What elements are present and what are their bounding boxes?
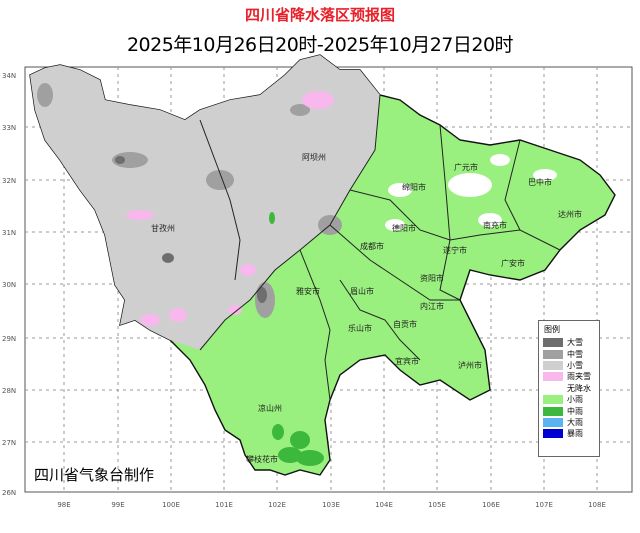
legend-swatch (543, 383, 563, 393)
city-label: 眉山市 (350, 286, 374, 296)
legend-item: 大雨 (543, 417, 599, 428)
city-label: 泸州市 (458, 360, 482, 370)
longitude-label: 106E (482, 501, 500, 509)
legend-label: 暴雨 (567, 429, 583, 439)
legend-item: 暴雨 (543, 428, 599, 439)
longitude-label: 100E (162, 501, 180, 509)
city-label: 南充市 (483, 220, 507, 230)
city-label: 巴中市 (528, 177, 552, 187)
legend-label: 小雪 (567, 360, 583, 370)
longitude-label: 101E (215, 501, 233, 509)
latitude-label: 34N (2, 72, 16, 80)
prefecture-borders (199, 94, 561, 401)
legend-item: 中雪 (543, 348, 599, 359)
city-label: 遂宁市 (443, 245, 467, 255)
latitude-label: 32N (2, 177, 16, 185)
no-precip-patches (385, 154, 557, 231)
city-label: 广安市 (501, 258, 525, 268)
legend-item: 中雨 (543, 405, 599, 416)
legend-label: 中雪 (567, 349, 583, 359)
legend-item: 大雪 (543, 337, 599, 348)
legend-swatch (543, 417, 563, 427)
city-label: 资阳市 (420, 273, 444, 283)
legend-label: 中雨 (567, 406, 583, 416)
longitude-label: 99E (111, 501, 124, 509)
longitude-label: 98E (57, 501, 70, 509)
legend-swatch (543, 395, 563, 405)
legend-swatch (543, 429, 563, 439)
city-label: 甘孜州 (151, 223, 175, 233)
legend-label: 大雨 (567, 417, 583, 427)
latitude-label: 26N (2, 489, 16, 497)
latitude-label: 28N (2, 387, 16, 395)
city-label: 阿坝州 (302, 153, 326, 162)
city-label: 雅安市 (296, 286, 320, 296)
map-title: 四川省降水落区预报图 (244, 6, 395, 24)
credit-text: 四川省气象台制作 (34, 466, 155, 484)
legend-swatch (543, 360, 563, 370)
latitude-label: 30N (2, 281, 16, 289)
legend-swatch (543, 338, 563, 348)
city-label: 凉山州 (258, 403, 282, 413)
legend-item: 雨夹雪 (543, 371, 599, 382)
longitude-label: 104E (375, 501, 393, 509)
latitude-label: 31N (2, 229, 16, 237)
moderate-rain-patches (269, 212, 324, 466)
city-label: 达州市 (558, 209, 582, 219)
city-label: 自贡市 (393, 319, 417, 329)
longitude-label: 107E (535, 501, 553, 509)
legend-item: 小雪 (543, 360, 599, 371)
legend-swatch (543, 406, 563, 416)
city-label: 乐山市 (348, 323, 372, 333)
sichuan-province (29, 54, 616, 476)
legend-item: 无降水 (543, 383, 599, 394)
city-label: 内江市 (420, 301, 444, 311)
legend-label: 无降水 (567, 383, 591, 393)
legend-label: 小雨 (567, 395, 583, 405)
forecast-period: 2025年10月26日20时-2025年10月27日20时 (126, 34, 514, 56)
legend-swatch (543, 372, 563, 382)
city-label: 广元市 (454, 162, 478, 172)
legend-swatch (543, 349, 563, 359)
legend-label: 雨夹雪 (567, 372, 591, 382)
longitude-label: 108E (588, 501, 606, 509)
latitude-label: 33N (2, 124, 16, 132)
city-label: 成都市 (360, 241, 384, 251)
legend: 图例 大雪 中雪 小雪雨夹雪 无降水小雨 中雨 大雨暴雨 (538, 320, 600, 457)
legend-item: 小雨 (543, 394, 599, 405)
legend-label: 大雪 (567, 338, 583, 348)
heavy-snow-patches (115, 156, 267, 303)
city-label: 德阳市 (392, 223, 416, 233)
longitude-label: 103E (322, 501, 340, 509)
sleet-patches (126, 91, 334, 326)
city-label: 绵阳市 (402, 182, 426, 192)
city-label: 攀枝花市 (246, 454, 278, 464)
legend-title: 图例 (544, 325, 560, 334)
city-label: 宜宾市 (395, 356, 419, 366)
latitude-label: 27N (2, 439, 16, 447)
longitude-label: 105E (428, 501, 446, 509)
latitude-label: 29N (2, 335, 16, 343)
light-snow-area (30, 55, 380, 350)
longitude-label: 102E (268, 501, 286, 509)
